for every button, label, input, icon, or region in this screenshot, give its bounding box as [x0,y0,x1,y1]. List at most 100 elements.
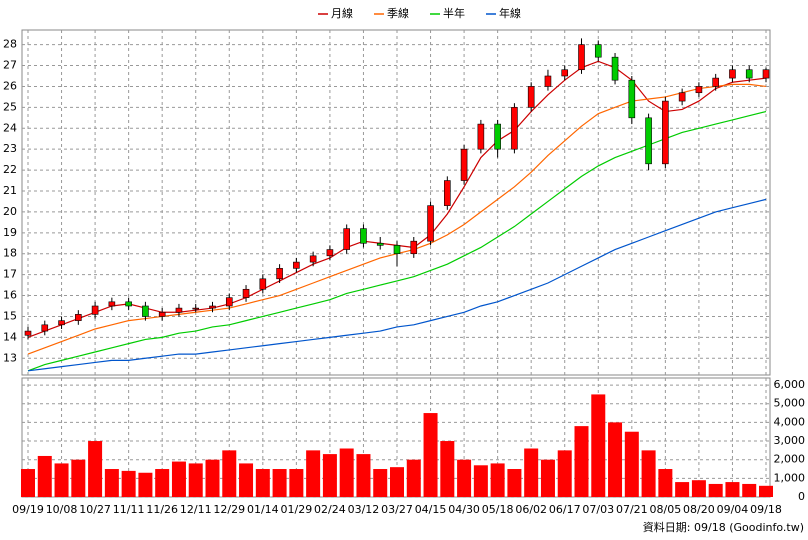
volume-bar [239,463,254,497]
x-tick-label: 11/26 [146,503,178,516]
y-tick-label: 20 [3,205,17,218]
volume-bar [54,463,69,497]
candle-body [410,240,418,255]
y-tick-label: 17 [3,268,17,281]
volume-bar [272,469,287,497]
y-tick-label: 15 [3,309,17,322]
volume-bar [339,448,354,497]
candle-body [527,86,535,108]
y-tick-label: 14 [3,330,17,343]
volume-bar [507,469,522,497]
volume-bar [373,469,388,497]
volume-bar [691,480,706,497]
candle-body [225,297,233,307]
y-tick-label: 22 [3,163,17,176]
y-tick-label: 18 [3,247,17,260]
y-tick-label: 27 [3,59,17,72]
candle-body [662,100,669,165]
volume-bar [322,454,337,497]
x-tick-label: 04/15 [415,503,447,516]
volume-bar [675,482,690,497]
candle-body [343,228,350,250]
volume-bar [88,441,103,497]
volume-bar [406,459,421,497]
volume-bar [759,485,773,497]
volume-bar [356,454,371,497]
y-tick-label: 0 [798,490,805,503]
x-tick-label: 12/29 [213,503,245,516]
candle-body [494,123,501,150]
x-tick-label: 10/27 [79,503,111,516]
candle-body [142,305,149,317]
candle-body [158,311,166,317]
y-tick-label: 26 [3,79,17,92]
volume-bar [557,450,572,497]
x-tick-label: 08/05 [650,503,682,516]
candle-body [326,249,334,257]
y-tick-label: 5,000 [774,397,806,410]
volume-bar [624,431,639,497]
x-tick-label: 11/11 [113,503,145,516]
candle-body [259,278,267,290]
y-tick-label: 19 [3,226,17,239]
x-tick-label: 06/02 [515,503,547,516]
candle-body [91,305,99,315]
candle-body [242,288,250,298]
volume-bar [306,450,321,497]
candle-body [678,92,686,102]
candle-body [695,86,703,94]
x-tick-label: 07/21 [616,503,648,516]
volume-bar [71,459,86,497]
candle-body [175,307,183,313]
volume-bar [490,463,505,497]
candle-body [544,75,552,87]
candle-body [762,69,770,79]
candle-body [360,228,367,244]
price-frame [21,29,771,376]
candle-body [561,69,569,77]
x-tick-label: 09/04 [717,503,749,516]
x-tick-label: 09/18 [750,503,782,516]
volume-bar [440,441,455,497]
candle-body [75,314,82,321]
candle-body [24,330,32,336]
y-tick-label: 13 [3,351,17,364]
candle-body [611,56,619,81]
volume-bar [742,483,757,497]
candle-body [511,107,518,150]
volume-bar [658,469,673,497]
volume-bar [725,482,740,497]
candle-body [209,305,216,309]
legend-label: 月線 [331,6,353,20]
volume-bar [540,459,555,497]
x-tick-label: 01/29 [281,503,313,516]
x-tick-label: 09/19 [12,503,44,516]
volume-bar [423,413,438,497]
y-tick-label: 4,000 [774,415,806,428]
candle-body [444,180,451,206]
candle-body [293,261,300,269]
ma-line [27,110,767,372]
candle-body [628,79,636,119]
volume-bar [37,455,52,497]
candle-body [125,301,132,307]
y-tick-label: 24 [3,121,17,134]
x-tick-label: 04/30 [448,503,480,516]
volume-bar [255,469,270,497]
legend-label: 半年 [443,6,465,20]
candle-body [645,117,652,165]
x-tick-label: 06/17 [549,503,581,516]
candle-body [393,245,401,255]
x-tick-label: 05/18 [482,503,514,516]
candle-body [460,148,468,181]
volume-bar [188,463,203,497]
volume-bar [608,422,623,497]
x-tick-label: 08/20 [683,503,715,516]
candle-body [427,205,434,242]
volume-bar [641,450,656,497]
legend-label: 年線 [499,6,521,20]
volume-bar [574,426,589,497]
y-tick-label: 16 [3,289,17,302]
candle-body [192,307,200,310]
